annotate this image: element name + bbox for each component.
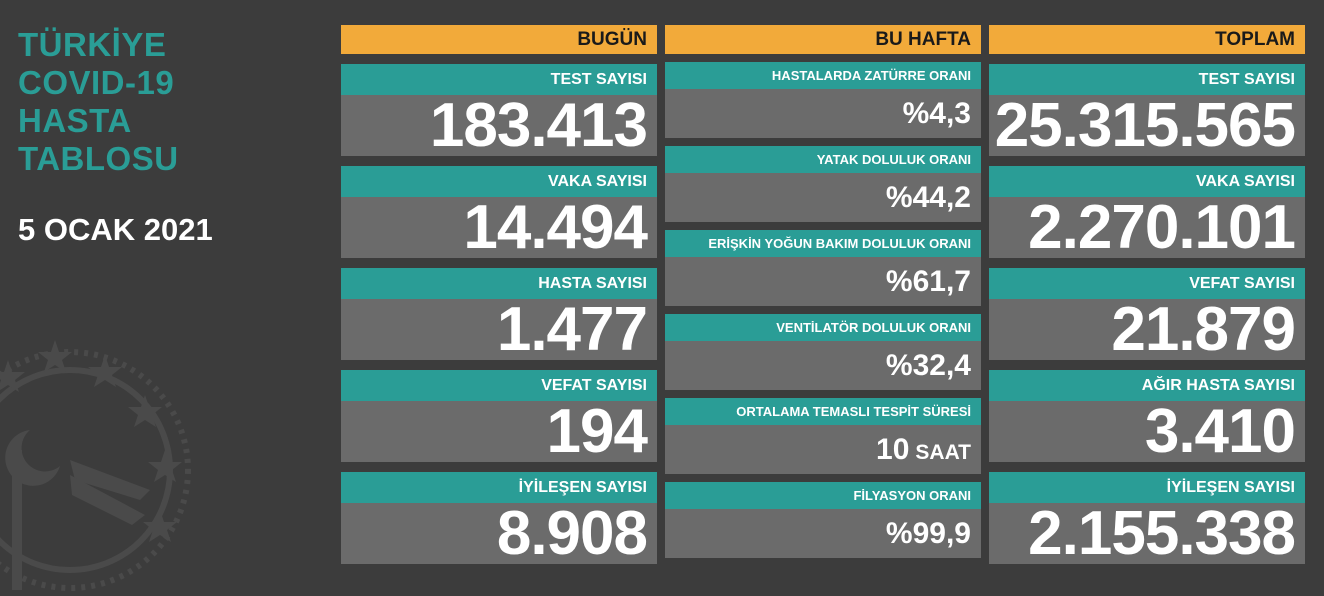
card-value: 194 [341,401,657,463]
card-label: HASTALARDA ZATÜRRE ORANI [665,62,981,89]
card-label: TEST SAYISI [989,64,1305,95]
card-label: VAKA SAYISI [989,166,1305,197]
card-value: 2.155.338 [989,503,1305,565]
card-test-sayisi: TEST SAYISI 183.413 [341,64,657,157]
card-label: AĞIR HASTA SAYISI [989,370,1305,401]
card-iyilesen-sayisi: İYİLEŞEN SAYISI 8.908 [341,472,657,565]
page-title: TÜRKİYE COVID-19 HASTA TABLOSU [18,26,179,177]
card-label: VEFAT SAYISI [989,268,1305,299]
card-label: ORTALAMA TEMASLI TESPİT SÜRESİ [665,398,981,425]
column-bugun: BUGÜN TEST SAYISI 183.413 VAKA SAYISI 14… [341,25,657,565]
card-value: 21.879 [989,299,1305,361]
card-label: YATAK DOLULUK ORANI [665,146,981,173]
card-value-number: 10 [876,433,910,466]
card-vefat-sayisi: VEFAT SAYISI 194 [341,370,657,463]
card-iyilesen-sayisi: İYİLEŞEN SAYISI 2.155.338 [989,472,1305,565]
card-temasli-tespit-suresi: ORTALAMA TEMASLI TESPİT SÜRESİ 10 SAAT [665,398,981,474]
card-value: 10 SAAT [665,425,981,474]
card-value: %99,9 [665,509,981,558]
card-value: %4,3 [665,89,981,138]
card-vaka-sayisi: VAKA SAYISI 2.270.101 [989,166,1305,259]
card-value: 25.315.565 [989,95,1305,157]
column-bu-hafta: BU HAFTA HASTALARDA ZATÜRRE ORANI %4,3 Y… [665,25,981,558]
card-label: TEST SAYISI [341,64,657,95]
card-hasta-sayisi: HASTA SAYISI 1.477 [341,268,657,361]
card-label: İYİLEŞEN SAYISI [341,472,657,503]
card-value: %61,7 [665,257,981,306]
column-header-bugun: BUGÜN [341,25,657,54]
card-yatak-doluluk-orani: YATAK DOLULUK ORANI %44,2 [665,146,981,222]
card-label: İYİLEŞEN SAYISI [989,472,1305,503]
ministry-emblem-icon [0,340,191,591]
card-value: 183.413 [341,95,657,157]
card-label: FİLYASYON ORANI [665,482,981,509]
card-value: %32,4 [665,341,981,390]
card-label: VENTİLATÖR DOLULUK ORANI [665,314,981,341]
card-label: HASTA SAYISI [341,268,657,299]
card-yogun-bakim-doluluk-orani: ERİŞKİN YOĞUN BAKIM DOLULUK ORANI %61,7 [665,230,981,306]
card-vefat-sayisi: VEFAT SAYISI 21.879 [989,268,1305,361]
card-filyasyon-orani: FİLYASYON ORANI %99,9 [665,482,981,558]
column-header-bu-hafta: BU HAFTA [665,25,981,54]
card-value: %44,2 [665,173,981,222]
card-ventilator-doluluk-orani: VENTİLATÖR DOLULUK ORANI %32,4 [665,314,981,390]
card-label: ERİŞKİN YOĞUN BAKIM DOLULUK ORANI [665,230,981,257]
card-vaka-sayisi: VAKA SAYISI 14.494 [341,166,657,259]
report-date: 5 OCAK 2021 [18,212,213,247]
card-test-sayisi: TEST SAYISI 25.315.565 [989,64,1305,157]
card-label: VAKA SAYISI [341,166,657,197]
card-zaturre-orani: HASTALARDA ZATÜRRE ORANI %4,3 [665,62,981,138]
card-agir-hasta-sayisi: AĞIR HASTA SAYISI 3.410 [989,370,1305,463]
card-value: 2.270.101 [989,197,1305,259]
card-value: 3.410 [989,401,1305,463]
card-label: VEFAT SAYISI [341,370,657,401]
card-value-unit: SAAT [915,441,971,464]
column-header-toplam: TOPLAM [989,25,1305,54]
column-toplam: TOPLAM TEST SAYISI 25.315.565 VAKA SAYIS… [989,25,1305,565]
card-value: 8.908 [341,503,657,565]
card-value: 1.477 [341,299,657,361]
card-value: 14.494 [341,197,657,259]
